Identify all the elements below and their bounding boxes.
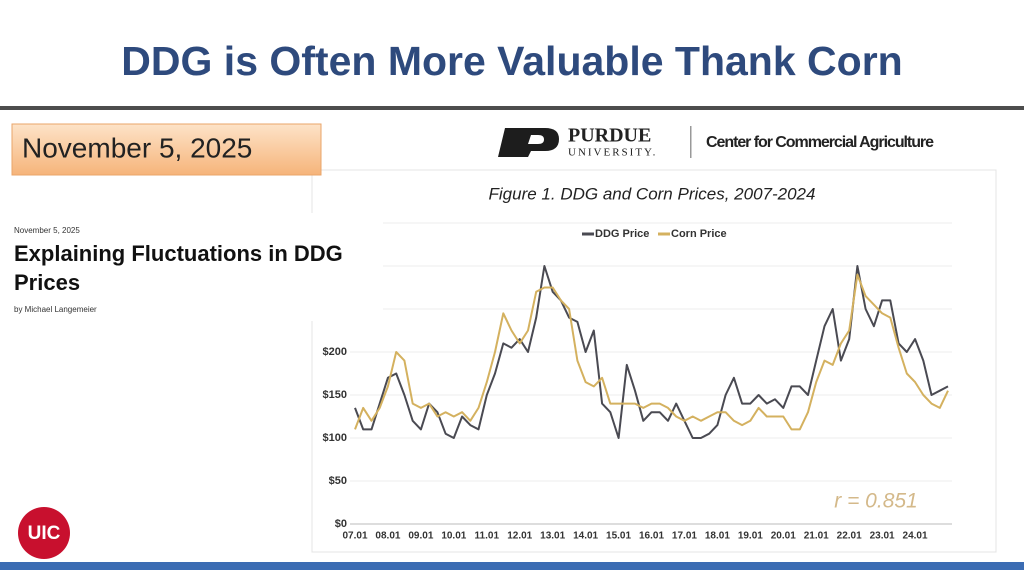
- purdue-logo: PURDUE UNIVERSITY. Center for Commercial…: [498, 125, 934, 159]
- date-badge: [11, 123, 322, 176]
- article-card: November 5, 2025 Explaining Fluctuations…: [0, 213, 383, 321]
- y-tick-label: $200: [323, 346, 347, 358]
- article-bg: [0, 213, 383, 321]
- legend-label: Corn Price: [671, 228, 727, 240]
- title-rule: [0, 106, 1024, 110]
- annotation: r = 0.851: [834, 490, 917, 513]
- x-tick-label: 09.01: [408, 531, 433, 542]
- article-headline: Prices: [14, 270, 80, 295]
- x-tick-label: 24.01: [903, 531, 928, 542]
- legend-label: DDG Price: [595, 228, 649, 240]
- center-name: Center for Commercial Agriculture: [706, 134, 934, 151]
- x-tick-label: 08.01: [375, 531, 400, 542]
- x-tick-label: 11.01: [475, 531, 500, 542]
- purdue-sub: UNIVERSITY.: [568, 147, 657, 159]
- series-line: [354, 265, 949, 439]
- x-tick-label: 15.01: [606, 531, 631, 542]
- footer-bar: [0, 562, 1024, 570]
- x-tick-label: 21.01: [804, 531, 829, 542]
- x-tick-label: 19.01: [738, 531, 763, 542]
- x-tick-label: 07.01: [342, 531, 367, 542]
- chart-title: Figure 1. DDG and Corn Prices, 2007-2024: [489, 184, 816, 203]
- purdue-name: PURDUE: [568, 125, 651, 147]
- x-tick-label: 12.01: [507, 531, 532, 542]
- x-tick-label: 22.01: [837, 531, 862, 542]
- logo-divider: [690, 126, 692, 158]
- y-tick-label: $100: [323, 432, 347, 444]
- uic-logo: [18, 507, 70, 559]
- slide-title: DDG is Often More Valuable Thank Corn: [121, 38, 902, 84]
- article-date: November 5, 2025: [14, 226, 80, 235]
- x-tick-label: 17.01: [672, 531, 697, 542]
- uic-text: UIC: [28, 523, 61, 544]
- x-tick-label: 20.01: [771, 531, 796, 542]
- x-tick-label: 16.01: [639, 531, 664, 542]
- series-line: [354, 273, 949, 431]
- y-tick-label: $50: [329, 475, 347, 487]
- x-tick-label: 13.01: [540, 531, 565, 542]
- x-tick-label: 10.01: [441, 531, 466, 542]
- y-tick-label: $150: [323, 389, 347, 401]
- date-badge-text: November 5, 2025: [22, 132, 252, 163]
- x-tick-label: 23.01: [870, 531, 895, 542]
- article-headline: Explaining Fluctuations in DDG: [14, 241, 343, 266]
- chart-panel: [311, 169, 997, 553]
- x-tick-label: 18.01: [705, 531, 730, 542]
- article-byline: by Michael Langemeier: [14, 305, 97, 314]
- purdue-mark: [498, 128, 559, 157]
- x-tick-label: 14.01: [573, 531, 598, 542]
- y-tick-label: $0: [335, 518, 347, 530]
